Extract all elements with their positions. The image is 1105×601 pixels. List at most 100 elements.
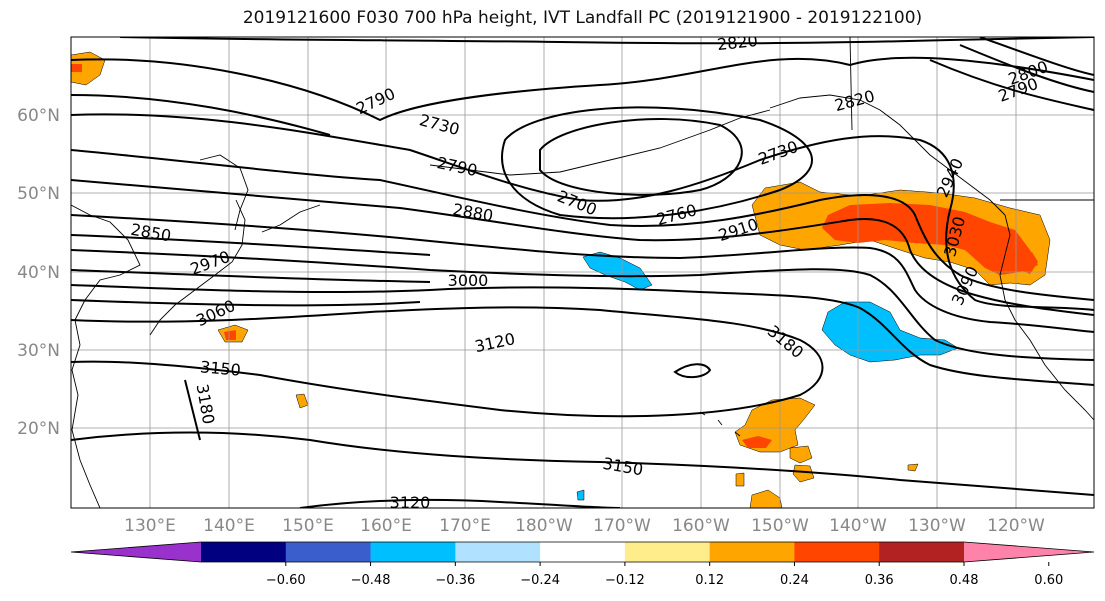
contour-label: 2820: [832, 86, 876, 115]
kuril-islands: [261, 204, 321, 233]
colorbar-tick-label: −0.24: [520, 573, 560, 588]
colorbar-segment: [540, 542, 626, 562]
lon-label: 130°E: [124, 516, 176, 536]
lon-label: 150°W: [751, 516, 809, 536]
positive-anomaly-area: [735, 472, 745, 487]
lon-label: 160°E: [360, 516, 412, 536]
contour-label: 2970: [188, 247, 233, 279]
colorbar-extend-high: [964, 542, 1094, 562]
strong-positive-anomaly-area: [822, 203, 1038, 275]
colorbar-outline: [70, 541, 1095, 563]
height-contour: [71, 306, 824, 418]
colorbar-segment: [879, 542, 965, 562]
height-contour: [539, 118, 743, 196]
aleutian-islands: [429, 109, 771, 176]
height-contour: [71, 56, 1094, 122]
alaska-border: [849, 37, 853, 131]
height-contour: [71, 214, 1094, 333]
strong-positive-anomaly-area: [1020, 252, 1038, 274]
colorbar-tick-label: −0.12: [605, 573, 645, 588]
coastlines: [71, 37, 1094, 508]
contour-label: 2730: [417, 110, 461, 139]
colorbar-tick-label: −0.60: [266, 573, 306, 588]
height-contour: [71, 94, 331, 136]
contour-label: 2790: [353, 84, 398, 118]
contour-label: 3120: [390, 493, 431, 512]
height-contour: [71, 299, 421, 307]
colorbar-segment: [285, 542, 372, 562]
negative-anomaly-area: [576, 489, 585, 501]
contour-label: 3060: [193, 296, 238, 330]
lon-label: 120°W: [987, 516, 1045, 536]
colorbar-segment: [624, 542, 711, 562]
colorbar-tick-label: 0.24: [780, 573, 809, 588]
height-contour: [299, 499, 621, 508]
contour-label: 3120: [473, 329, 517, 356]
lon-label: 160°W: [672, 516, 730, 536]
height-contour: [71, 113, 1094, 311]
contour-label: 2820: [716, 31, 758, 54]
height-contour: [673, 363, 712, 378]
colorbar-tick-label: −0.36: [435, 573, 475, 588]
height-contour: [184, 379, 201, 441]
lon-label: 140°W: [829, 516, 887, 536]
colorbar-tick-label: −0.48: [351, 573, 391, 588]
height-contour: [959, 44, 1094, 93]
lon-label: 170°W: [593, 516, 651, 536]
lon-label: 130°W: [908, 516, 966, 536]
colorbar-segment: [455, 542, 541, 562]
positive-anomaly-area: [295, 393, 309, 409]
positive-anomaly-area: [749, 489, 783, 508]
height-contour: [71, 284, 1094, 386]
positive-anomaly-area: [907, 463, 919, 472]
height-contour: [501, 106, 813, 220]
colorbar-tick-label: 0.60: [1034, 573, 1063, 588]
lon-label: 140°E: [203, 516, 255, 536]
colorbar-tick-label: 0.48: [950, 573, 979, 588]
lat-label: 40°N: [17, 263, 60, 283]
height-contour: [979, 37, 1094, 76]
height-contour: [71, 269, 431, 283]
colorbar: −0.60 −0.48 −0.36 −0.24 −0.12 0.12 0.24 0.36 0.4…: [70, 541, 1095, 588]
lat-label: 20°N: [17, 419, 60, 439]
colorbar-segment: [794, 542, 880, 562]
colorbar-segment: [370, 542, 456, 562]
lon-label: 150°E: [282, 516, 334, 536]
height-contour: [71, 249, 1094, 361]
contour-label: 2790: [435, 153, 479, 180]
colorbar-extend-low: [71, 542, 201, 562]
map-title: 2019121600 F030 700 hPa height, IVT Land…: [242, 8, 923, 28]
positive-anomaly-area: [792, 464, 815, 483]
colorbar-tick-label: 0.36: [865, 573, 894, 588]
strong-positive-anomaly-area: [71, 64, 82, 72]
kamchatka-coastline: [199, 154, 249, 231]
map-plot: 2820 2800 2790 2790 2730 2820 2790 2730 …: [71, 31, 1094, 512]
strong-positive-anomaly-area: [742, 436, 772, 448]
contour-label: 2940: [933, 155, 967, 200]
contour-label: 3150: [601, 454, 644, 480]
lon-label: 180°W: [515, 516, 573, 536]
height-contour: [71, 431, 1094, 496]
graticule: [71, 37, 1094, 508]
north-america-coastline: [999, 214, 1094, 421]
lat-label: 30°N: [17, 341, 60, 361]
map-frame: [70, 36, 1095, 509]
height-contour: [71, 149, 1094, 301]
contour-label: 2850: [129, 220, 172, 246]
longitude-labels: 130°E 140°E 150°E 160°E 170°E 180°W 170°…: [124, 516, 1045, 536]
colorbar-segment: [201, 542, 287, 562]
height-contour: [119, 37, 1094, 45]
contour-label: 2790: [996, 74, 1041, 106]
alaska-coastline: [769, 94, 1006, 216]
contour-label-layer: 2820 2800 2790 2790 2730 2820 2790 2730 …: [129, 31, 1050, 512]
lon-label: 170°E: [439, 516, 491, 536]
contour-label: 3000: [448, 271, 489, 290]
contour-label: 2730: [756, 137, 801, 169]
height-contours: [71, 37, 1094, 508]
contour-label: 3150: [199, 357, 241, 379]
lat-label: 50°N: [17, 184, 60, 204]
height-contour: [71, 179, 1094, 316]
contour-label: 3180: [193, 382, 219, 425]
hawaii-islands: [699, 411, 741, 437]
